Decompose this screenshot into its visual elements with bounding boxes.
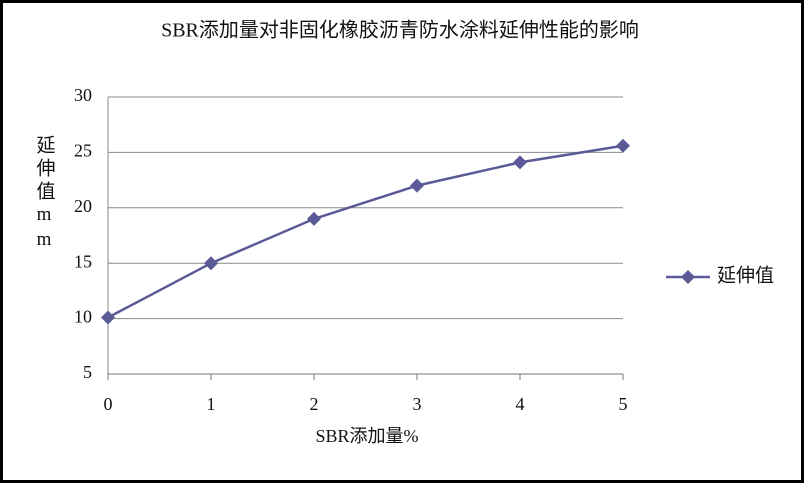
y-tick-label: 25 bbox=[74, 141, 92, 161]
legend-marker bbox=[681, 270, 695, 284]
series-line bbox=[107, 144, 624, 319]
x-tick-label: 2 bbox=[310, 394, 319, 414]
data-point bbox=[616, 138, 630, 153]
x-tick-label: 5 bbox=[619, 394, 628, 414]
data-point bbox=[513, 155, 527, 170]
x-tick-label: 0 bbox=[104, 394, 113, 414]
legend-label: 延伸值 bbox=[717, 264, 774, 286]
x-tick-label: 4 bbox=[516, 394, 525, 414]
y-tick-label: 5 bbox=[83, 362, 92, 382]
x-tick-label: 1 bbox=[207, 394, 216, 414]
y-tick-label: 20 bbox=[74, 196, 92, 216]
y-axis-label: 延伸值mm bbox=[34, 135, 56, 254]
x-axis-label: SBR添加量% bbox=[315, 426, 418, 446]
y-tick-label: 30 bbox=[74, 85, 92, 105]
x-tick-label: 3 bbox=[413, 394, 422, 414]
y-tick-label: 10 bbox=[74, 307, 92, 327]
data-point bbox=[101, 310, 115, 325]
chart-title: SBR添加量对非固化橡胶沥青防水涂料延伸性能的影响 bbox=[161, 19, 639, 42]
data-point bbox=[204, 256, 218, 271]
data-point bbox=[307, 211, 321, 226]
data-point bbox=[410, 178, 424, 193]
y-tick-label: 15 bbox=[74, 251, 92, 271]
